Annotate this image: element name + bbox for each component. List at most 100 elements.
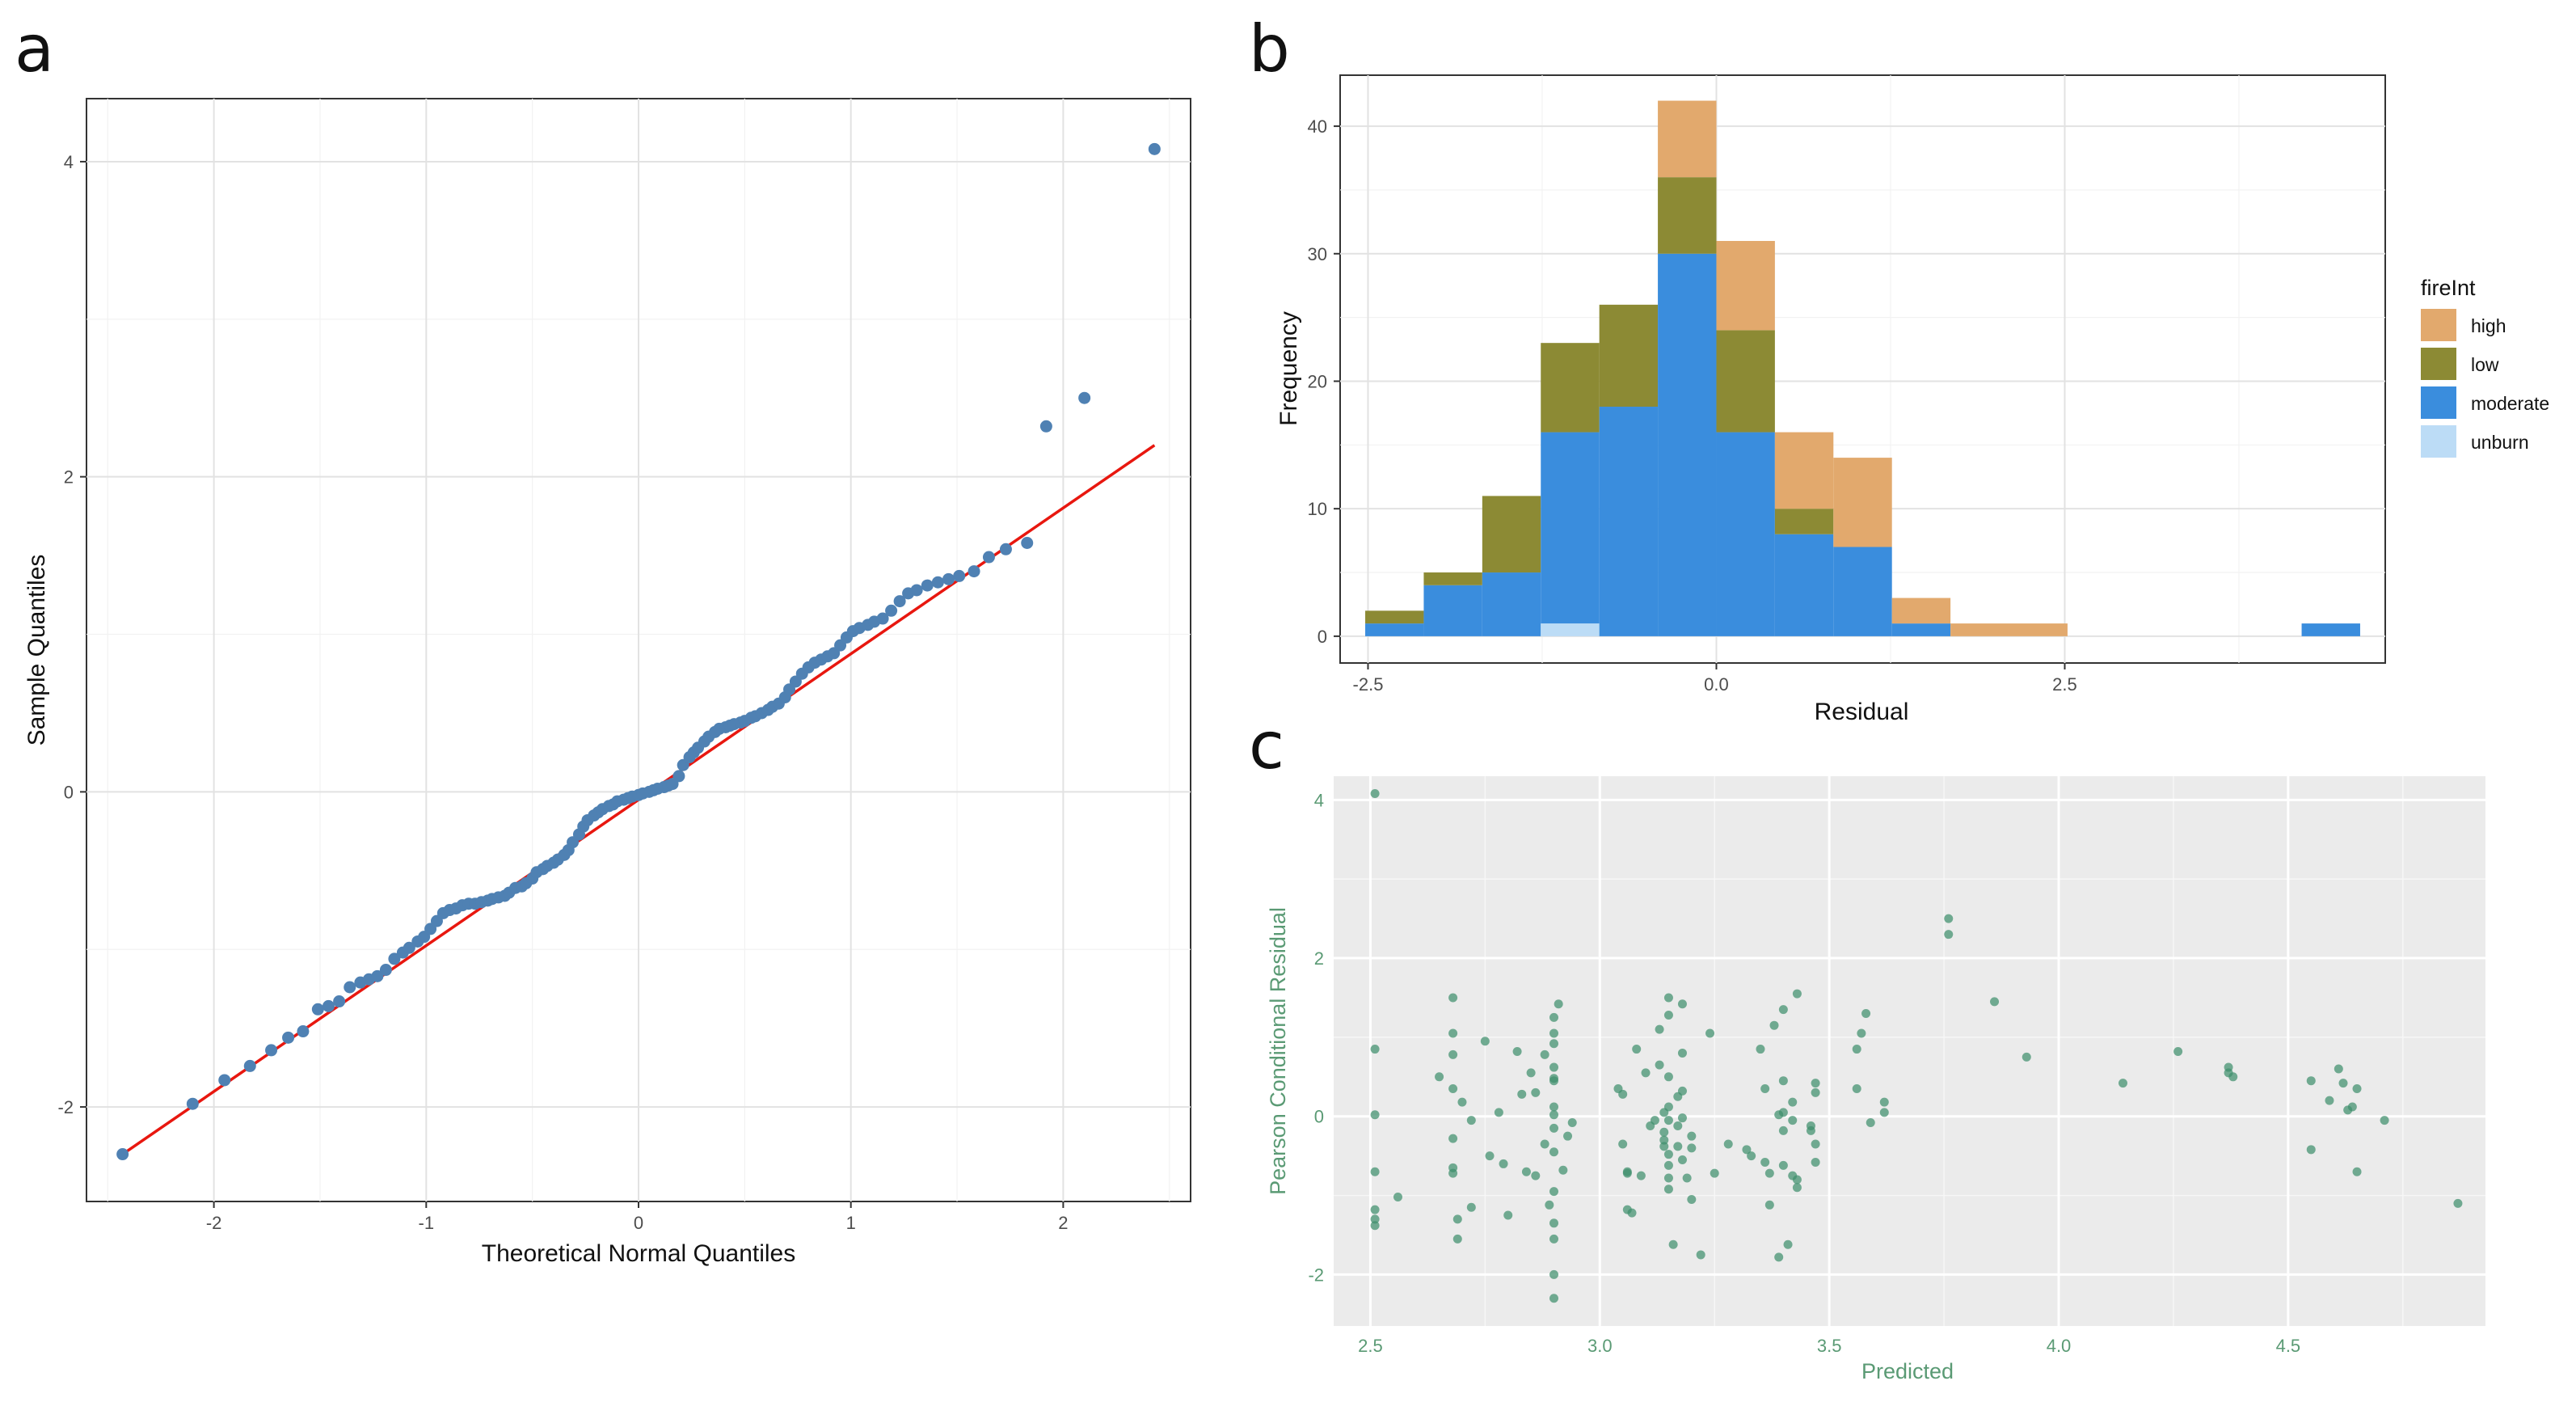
residual-point bbox=[1687, 1131, 1697, 1141]
residual-point bbox=[1677, 999, 1687, 1009]
residual-point bbox=[1659, 1135, 1669, 1145]
qq-x-tick-label: 1 bbox=[846, 1213, 856, 1233]
qq-x-tick-label: 0 bbox=[634, 1213, 643, 1233]
residual-point bbox=[1792, 989, 1802, 999]
histogram-bar-moderate bbox=[1541, 432, 1600, 624]
residual-point bbox=[1452, 1234, 1462, 1244]
residual-point bbox=[1811, 1087, 1820, 1097]
qq-point bbox=[186, 1097, 199, 1110]
qq-y-tick-label: 0 bbox=[64, 782, 74, 802]
residual-point bbox=[1549, 1234, 1559, 1244]
qq-point bbox=[931, 576, 944, 589]
residual-point bbox=[1549, 1039, 1559, 1049]
residual-point bbox=[1852, 1045, 1861, 1054]
qq-point bbox=[893, 595, 906, 608]
residual-point bbox=[1659, 1127, 1669, 1137]
residual-point bbox=[1636, 1171, 1646, 1180]
qq-point bbox=[379, 964, 392, 977]
qq-x-tick-label: 2 bbox=[1058, 1213, 1068, 1233]
residual-point bbox=[1466, 1202, 1476, 1212]
residual-point bbox=[1806, 1125, 1815, 1135]
histogram-x-tick-label: -2.5 bbox=[1353, 674, 1384, 695]
qq-plot-panel: -2 -1 0 1 2 -2 0 2 4 Theoretical Normal Quantile… bbox=[23, 98, 1191, 1267]
residual-point bbox=[1769, 1020, 1779, 1030]
qq-point bbox=[885, 604, 898, 617]
residual-point bbox=[1663, 1150, 1673, 1159]
residual-point bbox=[1549, 1187, 1559, 1197]
histogram-bar-unburn bbox=[1541, 623, 1600, 636]
residual-gridlines bbox=[1334, 776, 2485, 1326]
residual-point bbox=[1710, 1168, 1719, 1178]
residual-point bbox=[2306, 1076, 2316, 1086]
qq-point bbox=[116, 1148, 129, 1161]
qq-point bbox=[942, 572, 955, 585]
residual-point bbox=[1531, 1171, 1541, 1180]
residual-point bbox=[1466, 1116, 1476, 1125]
residual-point bbox=[1549, 1028, 1559, 1038]
residual-point bbox=[1659, 1142, 1669, 1151]
residual-point bbox=[1480, 1037, 1490, 1046]
histogram-y-tick-label: 30 bbox=[1308, 244, 1327, 264]
residual-point bbox=[1677, 1113, 1687, 1123]
qq-point bbox=[921, 579, 934, 592]
qq-point bbox=[243, 1059, 256, 1072]
histogram-x-tick-label: 0.0 bbox=[1704, 674, 1729, 695]
residual-point bbox=[1788, 1097, 1798, 1107]
residual-point bbox=[1448, 1168, 1458, 1178]
qq-point bbox=[297, 1025, 310, 1038]
residual-y-axis-title: Pearson Conditional Residual bbox=[1266, 907, 1290, 1195]
qq-point bbox=[322, 999, 335, 1012]
legend-label-low: low bbox=[2471, 354, 2499, 375]
histogram-bar-high bbox=[1658, 100, 1717, 178]
residual-point bbox=[1723, 1139, 1733, 1149]
residual-x-tick-label: 3.0 bbox=[1587, 1336, 1613, 1356]
histogram-bar-moderate bbox=[1599, 407, 1659, 636]
histogram-bar-low bbox=[1599, 304, 1659, 408]
histogram-bar-moderate bbox=[1423, 585, 1482, 636]
qq-point bbox=[311, 1003, 324, 1016]
qq-point bbox=[333, 995, 346, 1008]
histogram-bar-high bbox=[2009, 623, 2068, 636]
residual-point bbox=[1549, 1147, 1559, 1157]
residual-point bbox=[1448, 1049, 1458, 1059]
histogram-bar-low bbox=[1774, 509, 1834, 534]
residual-point bbox=[1558, 1165, 1568, 1175]
qq-point bbox=[910, 584, 923, 597]
residual-point bbox=[1778, 1005, 1788, 1015]
qq-point bbox=[1039, 420, 1052, 433]
qq-x-axis-title: Theoretical Normal Quantiles bbox=[482, 1240, 796, 1267]
residual-point bbox=[1944, 914, 1954, 923]
residual-point bbox=[1627, 1208, 1637, 1218]
residual-point bbox=[2352, 1167, 2362, 1176]
qq-y-tick-label: -2 bbox=[57, 1097, 74, 1117]
residual-point bbox=[1531, 1087, 1541, 1097]
residual-point bbox=[1549, 1110, 1559, 1120]
qq-point bbox=[403, 941, 415, 954]
legend-label-moderate: moderate bbox=[2471, 393, 2549, 414]
histogram-legend: fireInt high low moderate unburn bbox=[2421, 276, 2549, 458]
residual-point bbox=[1687, 1194, 1697, 1204]
qq-point bbox=[265, 1044, 278, 1057]
residual-point bbox=[1677, 1086, 1687, 1096]
residual-point bbox=[1764, 1168, 1774, 1178]
residual-point bbox=[2352, 1083, 2362, 1093]
histogram-bar-low bbox=[1365, 610, 1424, 624]
residual-point bbox=[1778, 1160, 1788, 1170]
residual-point bbox=[1448, 1028, 1458, 1038]
residual-point bbox=[1512, 1046, 1522, 1056]
residual-point bbox=[1861, 1009, 1871, 1019]
residual-point bbox=[1370, 1205, 1380, 1214]
residual-scatter-panel: 2.5 3.0 3.5 4.0 4.5 -2 0 2 4 Predicted Pearson C… bbox=[1266, 776, 2485, 1383]
residual-point bbox=[1370, 1110, 1380, 1120]
residual-point bbox=[2118, 1079, 2127, 1088]
legend-key-low bbox=[2421, 348, 2456, 380]
qq-point bbox=[218, 1074, 231, 1087]
residual-point bbox=[1370, 1167, 1380, 1176]
residual-point bbox=[1879, 1097, 1889, 1107]
residual-tick-labels: 2.5 3.0 3.5 4.0 4.5 -2 0 2 4 bbox=[1308, 790, 2300, 1356]
panel-label-c: c bbox=[1249, 708, 1284, 783]
residual-y-tick-label: 0 bbox=[1314, 1107, 1324, 1127]
residual-point bbox=[1866, 1118, 1875, 1128]
residual-point bbox=[1494, 1108, 1503, 1117]
histogram-bar-low bbox=[1716, 330, 1775, 433]
